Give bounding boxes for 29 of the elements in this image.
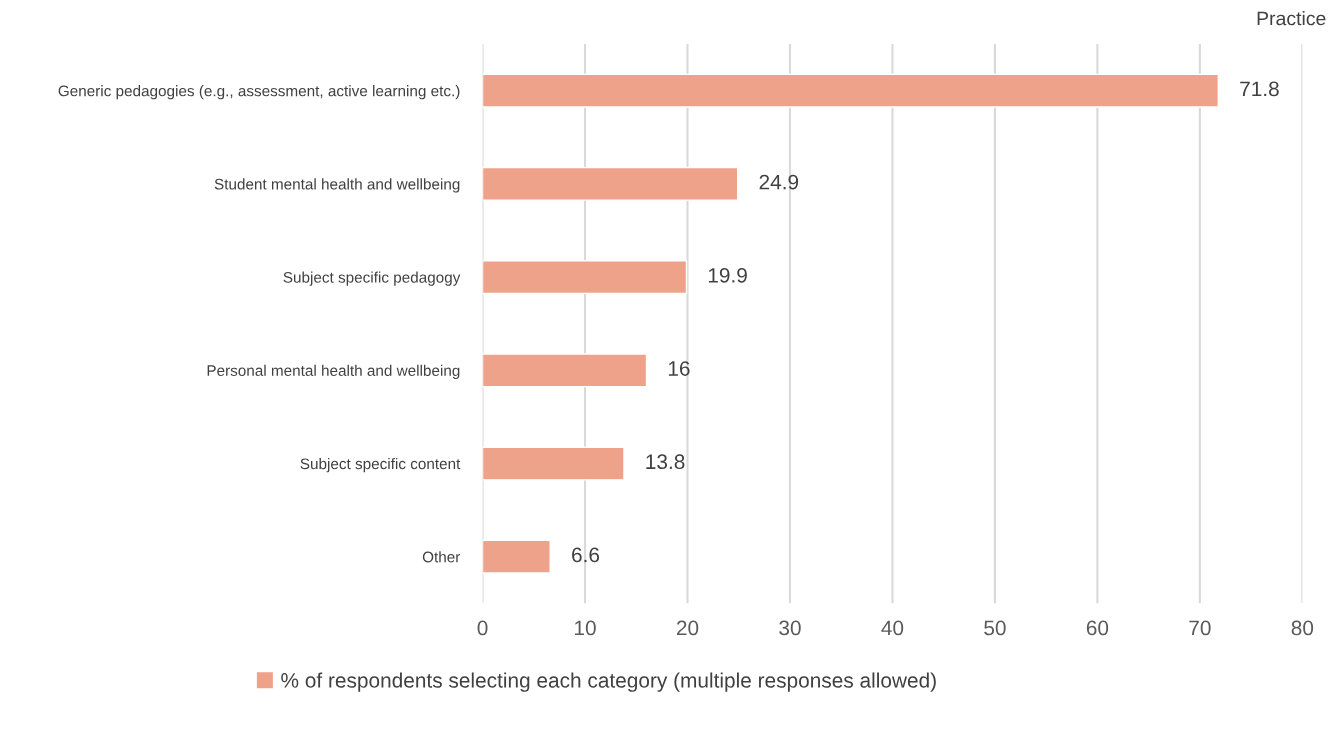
data-label: 13.8 [646, 454, 685, 470]
x-tick-label: 0 [477, 620, 488, 636]
x-tick-label: 60 [1086, 620, 1109, 636]
x-tick-label: 40 [881, 620, 904, 636]
bar [482, 166, 739, 201]
x-tick-label: 20 [676, 620, 699, 636]
y-tick-label: Subject specific pedagogy [283, 271, 461, 286]
y-tick-label: Personal mental health and wellbeing [207, 364, 460, 380]
data-label: 71.8 [1240, 81, 1279, 97]
x-tick-label: 70 [1189, 620, 1211, 636]
y-tick-label: Student mental health and wellbeing [214, 178, 460, 193]
y-tick-label: Generic pedagogies (e.g., assessment, active learning etc.) [58, 85, 460, 100]
bar [482, 260, 688, 295]
legend-label: % of respondents selecting each category (multiple responses allowed) [281, 672, 936, 692]
x-tick-label: 30 [779, 620, 801, 636]
y-tick-label: Subject specific content [300, 457, 461, 473]
bar [482, 539, 551, 574]
data-label: 19.9 [708, 267, 747, 283]
x-tick-label: 50 [984, 620, 1006, 636]
text: Practice [1257, 11, 1326, 26]
y-tick-label: Other [422, 551, 461, 563]
data-label: 6.6 [572, 547, 600, 563]
x-tick-label: 80 [1291, 620, 1314, 636]
bar [482, 446, 625, 481]
data-label: 24.9 [759, 174, 799, 190]
bar [482, 73, 1220, 108]
bar [482, 353, 648, 388]
x-tick-label: 10 [575, 620, 596, 636]
data-label: 16 [668, 361, 690, 376]
